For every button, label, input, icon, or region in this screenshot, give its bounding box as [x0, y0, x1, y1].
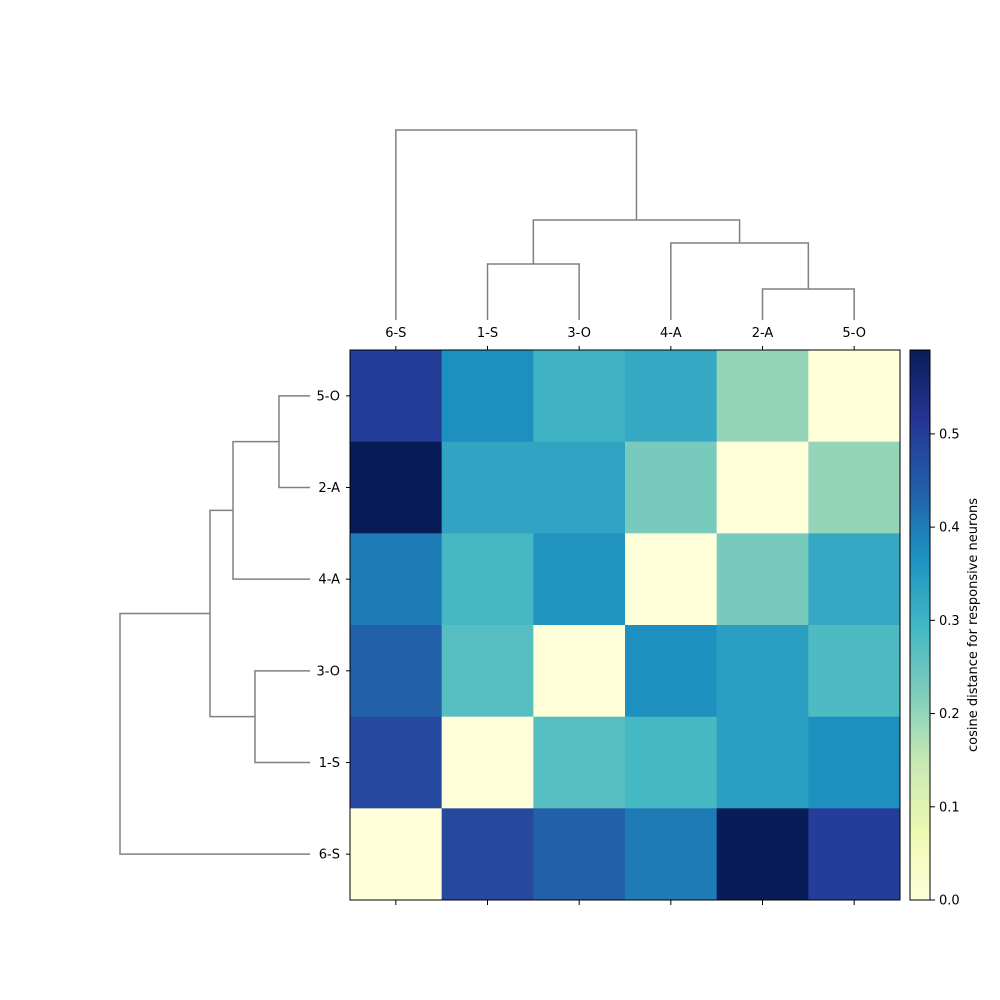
heatmap-cell: [533, 716, 626, 809]
x-tick-label: 5-O: [842, 326, 866, 341]
y-tick-label: 6-S: [319, 848, 340, 863]
heatmap-cell: [625, 625, 718, 718]
heatmap-cell: [350, 625, 443, 718]
left-dendrogram-link: [119, 612, 310, 855]
heatmap-cell: [625, 350, 718, 443]
heatmap-cell: [350, 533, 443, 626]
heatmap-cell: [808, 625, 901, 718]
heatmap-cell: [441, 625, 534, 718]
heatmap-cell: [533, 625, 626, 718]
heatmap-cell: [716, 808, 809, 901]
heatmap-cell: [716, 533, 809, 626]
x-tick-label: 6-S: [385, 326, 406, 341]
y-tick-label: 5-O: [316, 389, 340, 404]
heatmap-cell: [533, 533, 626, 626]
heatmap-cell: [625, 716, 718, 809]
top-dendrogram-link: [761, 288, 855, 320]
heatmap-cell: [441, 441, 534, 534]
left-dendrogram: [119, 395, 310, 855]
heatmap-cell: [441, 808, 534, 901]
heatmap-cell: [808, 350, 901, 443]
heatmap-cell: [808, 533, 901, 626]
heatmap-cell: [441, 533, 534, 626]
heatmap-cell: [625, 441, 718, 534]
heatmap-cell: [533, 350, 626, 443]
heatmap-cell: [441, 350, 534, 443]
heatmap-cell: [350, 716, 443, 809]
heatmap-cell: [533, 441, 626, 534]
left-dendrogram-link: [232, 440, 310, 580]
colorbar-tick-label: 0.3: [939, 614, 960, 629]
top-dendrogram-link: [395, 129, 638, 320]
y-tick-label: 4-A: [318, 573, 340, 588]
x-tick-label: 3-O: [567, 326, 591, 341]
heatmap-cells: [350, 350, 901, 901]
heatmap-cell: [716, 350, 809, 443]
left-dendrogram-link: [254, 670, 310, 764]
heatmap-cell: [350, 441, 443, 534]
heatmap-cell: [716, 625, 809, 718]
x-tick-label: 2-A: [752, 326, 774, 341]
heatmap-cell: [808, 441, 901, 534]
top-dendrogram: [395, 129, 855, 320]
top-dendrogram-link: [532, 219, 741, 264]
heatmap-cell: [716, 716, 809, 809]
y-tick-label: 3-O: [316, 664, 340, 679]
top-dendrogram-link: [670, 242, 810, 320]
y-tick-label: 2-A: [318, 481, 340, 496]
colorbar-tick-label: 0.4: [939, 521, 960, 536]
x-tick-label: 4-A: [660, 326, 682, 341]
top-dendrogram-link: [486, 263, 580, 320]
colorbar-ticks: 0.0 0.1 0.2 0.3 0.4 0.5: [930, 427, 960, 909]
x-tick-label: 1-S: [477, 326, 498, 341]
heatmap-cell: [441, 716, 534, 809]
heatmap-cell: [625, 533, 718, 626]
colorbar-tick-label: 0.2: [939, 707, 960, 722]
heatmap-cell: [350, 808, 443, 901]
colorbar-tick-label: 0.0: [939, 894, 960, 909]
colorbar-tick-label: 0.5: [939, 427, 960, 442]
heatmap-cell: [716, 441, 809, 534]
colorbar-tick-label: 0.1: [939, 800, 960, 815]
x-tick-labels: 6-S 1-S 3-O 4-A 2-A 5-O: [385, 326, 866, 905]
heatmap-frame: [349, 349, 901, 901]
colorbar: [909, 349, 931, 901]
left-dendrogram-link: [278, 395, 310, 489]
heatmap-cell: [808, 808, 901, 901]
y-tick-label: 1-S: [319, 756, 340, 771]
colorbar-label: cosine distance for responsive neurons: [966, 498, 981, 752]
y-tick-labels: 5-O 2-A 4-A 3-O 1-S 6-S: [316, 389, 350, 863]
heatmap-cell: [350, 350, 443, 443]
heatmap-cell: [625, 808, 718, 901]
heatmap-cell: [808, 716, 901, 809]
heatmap-cell: [533, 808, 626, 901]
